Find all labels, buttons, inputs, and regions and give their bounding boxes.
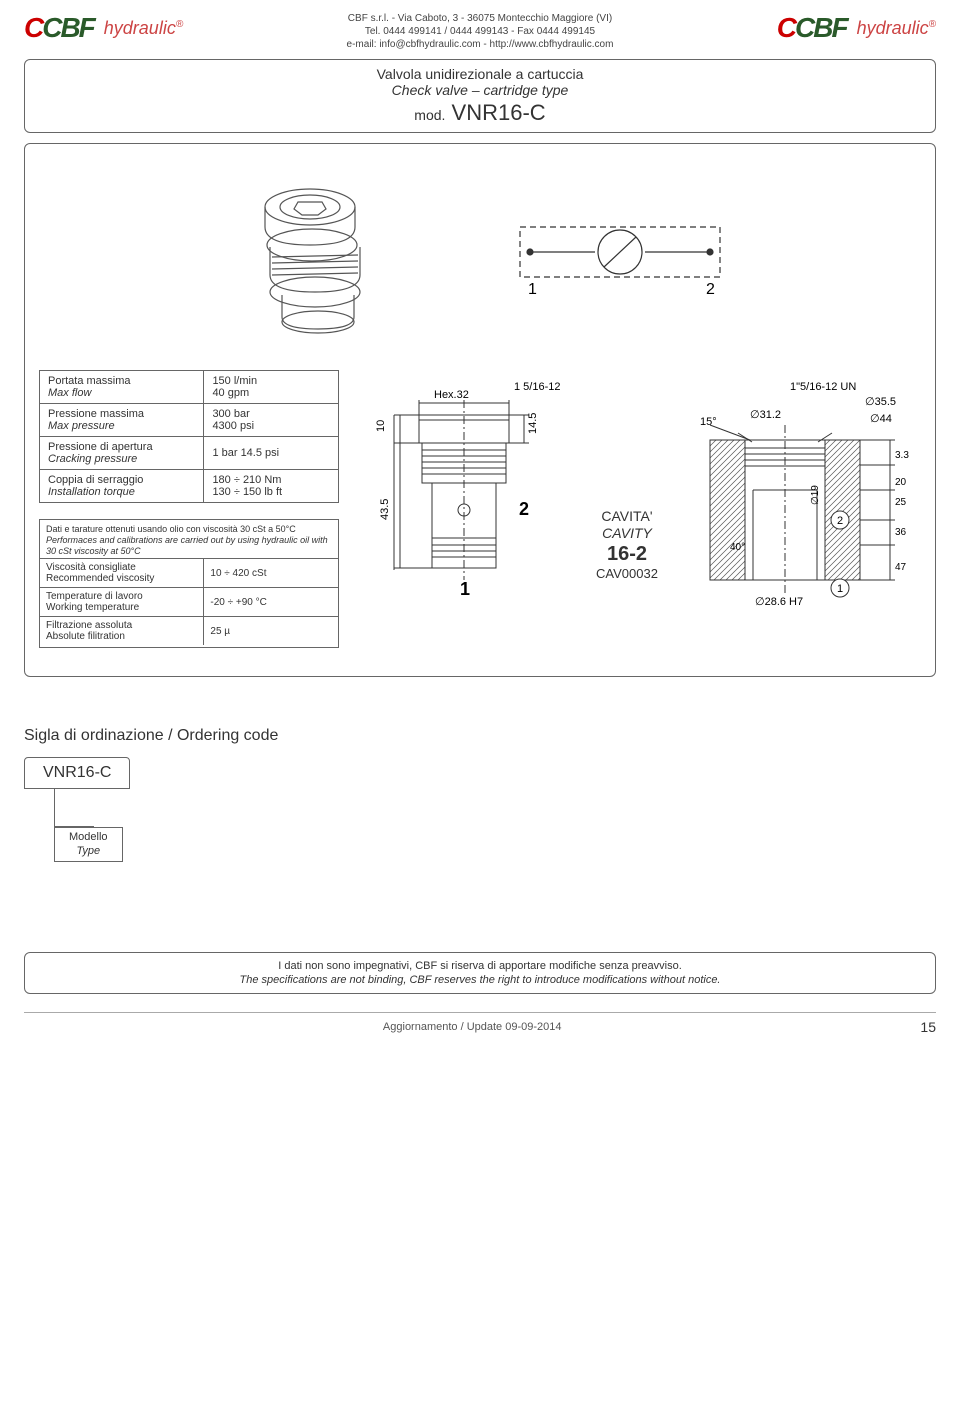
logo-mark: CCBF (777, 12, 847, 44)
page: CCBF hydraulic® CBF s.r.l. - Via Caboto,… (0, 0, 960, 1047)
svg-text:10: 10 (375, 420, 387, 432)
schematic-port-1: 1 (528, 281, 537, 298)
spec-column: Portata massimaMax flow 150 l/min40 gpm … (39, 370, 339, 648)
logo-mark: CCBF (24, 12, 94, 44)
order-tree: VNR16-C Modello Type (24, 757, 936, 861)
table-row: Pressione di aperturaCracking pressure 1… (40, 437, 339, 470)
page-number: 15 (920, 1019, 936, 1035)
hydraulic-schematic: 1 2 (510, 202, 730, 302)
cavity-drawing: 2 1 1"5/16-12 UN 15° ∅31.2 ∅35.5 ∅44 3.3… (690, 370, 910, 630)
schematic-port-2: 2 (706, 281, 715, 298)
svg-text:Hex.32: Hex.32 (434, 389, 469, 401)
svg-text:1: 1 (460, 579, 470, 599)
disclaimer-box: I dati non sono impegnativi, CBF si rise… (24, 952, 936, 995)
logo-right: CCBF hydraulic® (777, 12, 936, 44)
table-row: Coppia di serraggioInstallation torque 1… (40, 470, 339, 503)
svg-text:∅31.2: ∅31.2 (750, 409, 781, 421)
svg-text:2: 2 (837, 515, 843, 527)
table-row: Viscosità consigliateRecommended viscosi… (40, 559, 338, 588)
svg-text:15°: 15° (700, 416, 717, 428)
drawing-row-top: 1 2 (39, 162, 921, 342)
svg-text:∅44: ∅44 (870, 413, 892, 425)
svg-text:2: 2 (519, 499, 529, 519)
svg-text:14.5: 14.5 (527, 413, 539, 434)
logo-subtext: hydraulic® (104, 18, 183, 39)
page-footer: Aggiornamento / Update 09-09-2014 15 (24, 1012, 936, 1035)
order-section: Sigla di ordinazione / Ordering code VNR… (24, 727, 936, 861)
cavity-label: CAVITA' CAVITY 16-2 CAV00032 (596, 508, 658, 581)
order-heading: Sigla di ordinazione / Ordering code (24, 727, 936, 745)
svg-text:40°: 40° (730, 542, 745, 553)
svg-text:36: 36 (895, 527, 907, 538)
logo-left: CCBF hydraulic® (24, 12, 183, 44)
title-it: Valvola unidirezionale a cartuccia (25, 66, 935, 82)
main-frame: 1 2 Portata massimaMax flow 150 l/min40 … (24, 143, 936, 677)
table-row: Portata massimaMax flow 150 l/min40 gpm (40, 371, 339, 404)
table-row: Filtrazione assolutaAbsolute filitration… (40, 617, 338, 646)
notes-header: Dati e tarature ottenuti usando olio con… (40, 522, 338, 558)
order-main-code: VNR16-C (24, 757, 130, 789)
spec-table: Portata massimaMax flow 150 l/min40 gpm … (39, 370, 339, 503)
front-view-drawing: 1 5/16-12 UN Hex.32 10 14.5 43.5 1 2 (364, 370, 564, 630)
svg-text:∅28.6 H7: ∅28.6 H7 (755, 596, 803, 608)
svg-text:3.3: 3.3 (895, 450, 909, 461)
mid-section: Portata massimaMax flow 150 l/min40 gpm … (39, 370, 921, 648)
order-model-box: Modello Type (54, 827, 123, 861)
notes-box: Dati e tarature ottenuti usando olio con… (39, 519, 339, 648)
svg-text:∅19: ∅19 (810, 485, 821, 505)
title-model: mod. VNR16-C (25, 100, 935, 126)
svg-text:47: 47 (895, 562, 907, 573)
svg-text:43.5: 43.5 (379, 499, 391, 520)
svg-text:20: 20 (895, 477, 907, 488)
notes-table: Viscosità consigliateRecommended viscosi… (40, 558, 338, 645)
svg-text:1"5/16-12 UN: 1"5/16-12 UN (790, 381, 856, 393)
update-date: Aggiornamento / Update 09-09-2014 (383, 1021, 562, 1033)
title-box: Valvola unidirezionale a cartuccia Check… (24, 59, 936, 133)
table-row: Pressione massimaMax pressure 300 bar430… (40, 404, 339, 437)
svg-text:1: 1 (837, 583, 843, 595)
logo-subtext: hydraulic® (857, 18, 936, 39)
table-row: Temperature di lavoroWorking temperature… (40, 588, 338, 617)
header: CCBF hydraulic® CBF s.r.l. - Via Caboto,… (24, 12, 936, 51)
svg-text:∅35.5: ∅35.5 (865, 396, 896, 408)
company-address: CBF s.r.l. - Via Caboto, 3 - 36075 Monte… (347, 12, 614, 51)
title-en: Check valve – cartridge type (25, 82, 935, 98)
svg-text:25: 25 (895, 497, 907, 508)
svg-text:1 5/16-12 UN: 1 5/16-12 UN (514, 381, 564, 393)
isometric-drawing (230, 167, 450, 337)
drawing-column: 1 5/16-12 UN Hex.32 10 14.5 43.5 1 2 CAV… (353, 370, 921, 630)
